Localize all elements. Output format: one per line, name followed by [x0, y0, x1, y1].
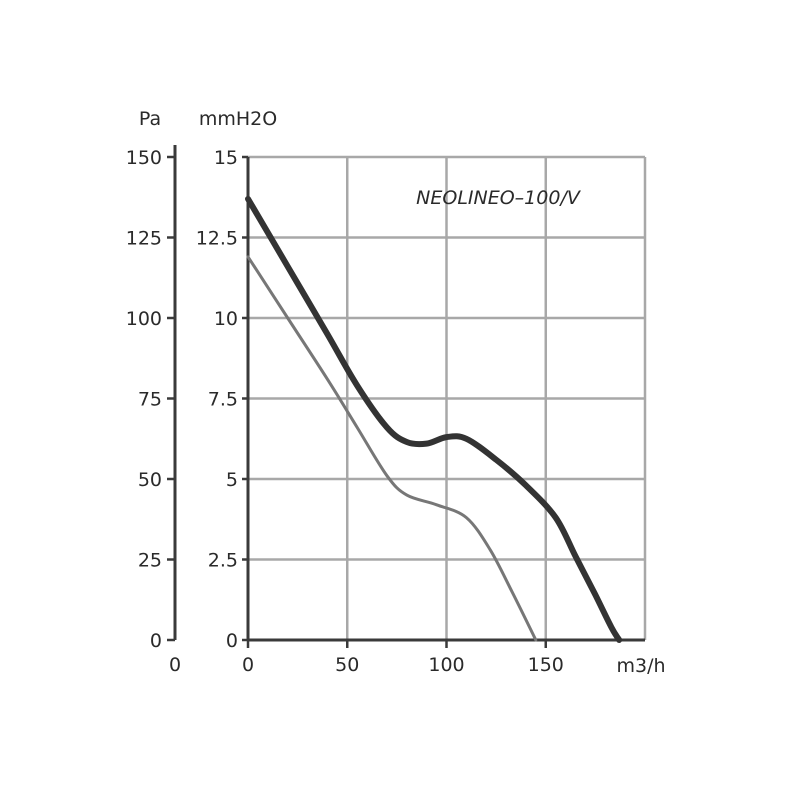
y-axis-left-unit: Pa — [139, 108, 161, 130]
x-tick-label-0: 0 — [242, 654, 254, 676]
x-tick-label-3: 150 — [528, 654, 564, 676]
series-layer — [245, 195, 623, 643]
mm-tick-label-0: 0 — [226, 630, 238, 652]
pa-tick-label-4: 100 — [126, 308, 162, 330]
pa-tick-label-0: 0 — [150, 630, 162, 652]
labels: 0 50 100 15002.557.51012.515025507510012515… — [126, 147, 564, 676]
series-curve-0 — [245, 195, 623, 643]
grid — [248, 155, 647, 640]
axes — [167, 145, 645, 648]
pa-origin-label: 0 — [169, 654, 181, 676]
mm-tick-label-6: 15 — [214, 147, 238, 169]
pa-tick-label-1: 25 — [138, 550, 162, 572]
series-curve-1 — [246, 255, 538, 642]
mm-tick-label-2: 5 — [226, 469, 238, 491]
pa-tick-label-2: 50 — [138, 469, 162, 491]
x-tick-label-2: 100 — [428, 654, 464, 676]
pa-tick-label-5: 125 — [126, 228, 162, 250]
pa-tick-label-6: 150 — [126, 147, 162, 169]
mm-tick-label-1: 2.5 — [208, 550, 238, 572]
mm-tick-label-5: 12.5 — [196, 228, 238, 250]
pa-tick-label-3: 75 — [138, 389, 162, 411]
y-axis-right-unit: mmH2O — [199, 108, 277, 130]
mm-tick-label-3: 7.5 — [208, 389, 238, 411]
x-tick-label-1: 50 — [335, 654, 359, 676]
model-label: NEOLINEO–100/V — [416, 187, 582, 209]
mm-tick-label-4: 10 — [214, 308, 238, 330]
x-axis-label: m3/h — [616, 655, 665, 677]
